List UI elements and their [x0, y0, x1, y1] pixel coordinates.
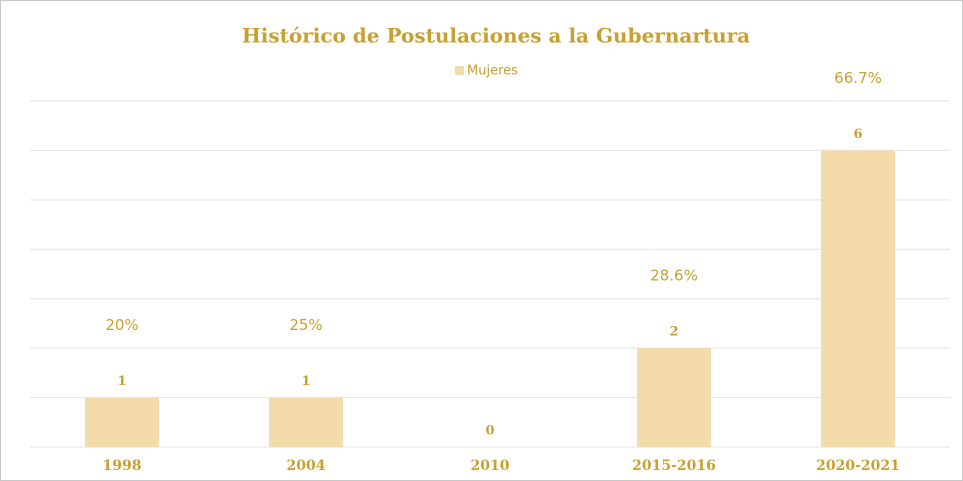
- bar: [821, 150, 895, 447]
- annotation: 66.7%: [834, 69, 882, 87]
- data-label: 2: [669, 325, 678, 340]
- data-label: 1: [117, 374, 126, 389]
- data-label: 0: [485, 424, 494, 439]
- annotation: 25%: [289, 316, 322, 334]
- x-tick-label: 2020-2021: [816, 458, 900, 474]
- x-tick-label: 1998: [103, 458, 142, 474]
- chart-title: Histórico de Postulaciones a la Gubernar…: [242, 24, 750, 48]
- bar: [637, 348, 711, 447]
- data-label: 6: [853, 127, 862, 142]
- legend-swatch: [455, 66, 464, 75]
- bar: [85, 397, 159, 447]
- x-tick-label: 2010: [471, 458, 510, 474]
- bar: [269, 397, 343, 447]
- annotation: 20%: [105, 316, 138, 334]
- annotation: 28.6%: [650, 267, 698, 285]
- legend-label: Mujeres: [467, 64, 518, 79]
- x-tick-label: 2004: [287, 458, 326, 474]
- x-tick-label: 2015-2016: [632, 458, 716, 474]
- data-label: 1: [301, 374, 310, 389]
